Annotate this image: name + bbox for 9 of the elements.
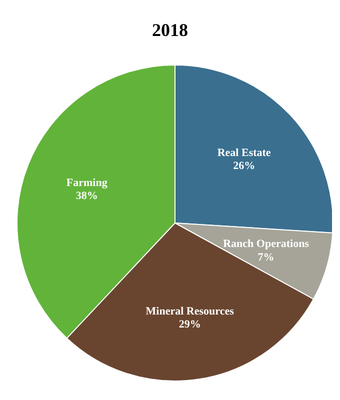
chart-title: 2018 [151,20,189,41]
data-label: 29% [178,318,201,331]
slice-label: Real Estate [217,146,271,159]
slice-label: Farming [66,176,108,189]
data-label: 38% [76,190,98,202]
slice-label: Mineral Resources [146,305,235,318]
data-label: 26% [233,160,256,172]
slice-label: Ranch Operations [223,238,310,250]
data-label: 7% [258,251,274,264]
